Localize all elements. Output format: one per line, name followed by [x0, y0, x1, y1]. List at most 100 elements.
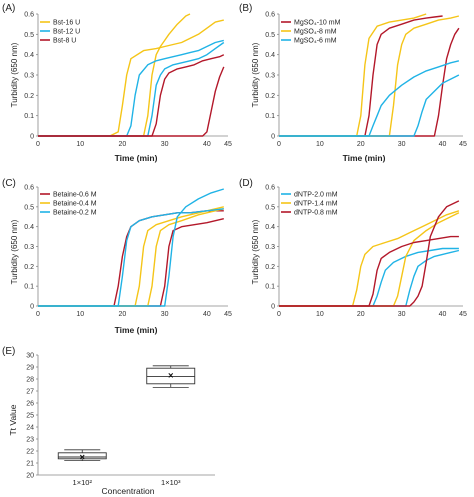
- y-tick-label: 0: [271, 134, 275, 141]
- y-tick-label: 0: [30, 134, 34, 141]
- y-tick-label: 0.1: [24, 284, 34, 291]
- legend-label: dNTP-2.0 mM: [294, 192, 338, 199]
- panel-b-label: (B): [239, 3, 252, 14]
- series-line: [279, 210, 460, 307]
- x-tick-label: 40: [203, 311, 211, 318]
- y-tick-label: 0.3: [24, 73, 34, 80]
- panel-e-ylabel: Tt Value: [8, 404, 18, 435]
- panel-a-plot: 0 0.1 0.2 0.3 0.4 0.5 0.6 0 10 20 30 40 45: [24, 12, 232, 149]
- x-tick-label: 10: [76, 311, 84, 318]
- y-tick-label: 0.5: [24, 204, 34, 211]
- series-line: [279, 15, 460, 137]
- x-tick-label: 45: [459, 141, 467, 148]
- y-tick-label: 0.5: [24, 32, 34, 39]
- panel-b-plot: 0 0.1 0.2 0.3 0.4 0.5 0.6 0 10 20 30 40 45: [265, 12, 467, 149]
- x-tick-label: 20: [357, 311, 365, 318]
- panel-c-legend: Betaine-0.6 M Betaine-0.4 M Betaine-0.2 M: [40, 192, 97, 217]
- series-line: [279, 249, 460, 307]
- y-tick-label: 21: [26, 461, 34, 468]
- y-tick-label: 0.4: [265, 52, 275, 59]
- y-tick-label: 0.1: [265, 113, 275, 120]
- panel-a-ylabel: Turbidity (650 nm): [10, 42, 19, 107]
- panel-d: (D) Turbidity (650 nm) 00.10.20.30.40.50…: [239, 178, 467, 318]
- y-tick-label: 0.3: [265, 244, 275, 251]
- y-tick-label: 29: [26, 365, 34, 372]
- panel-d-legend: dNTP-2.0 mM dNTP-1.4 mM dNTP-0.8 mM: [281, 192, 338, 217]
- panel-c: (C) Turbidity (650 nm) Time (min) 0 0.1 0.…: [2, 178, 232, 335]
- x-tick-label: 20: [357, 141, 365, 148]
- y-tick-label: 26: [26, 401, 34, 408]
- y-tick-label: 0.4: [24, 224, 34, 231]
- box-mean-marker: [168, 373, 174, 378]
- series-line: [279, 235, 459, 307]
- y-tick-label: 0.3: [24, 244, 34, 251]
- x-tick-label: 45: [459, 311, 467, 318]
- panel-b-ylabel: Turbidity (650 nm): [251, 42, 260, 107]
- legend-label: Bst-16 U: [53, 20, 80, 27]
- legend-label: MgSO₄-8 mM: [294, 29, 337, 36]
- x-tick-label: 30: [398, 311, 406, 318]
- panel-b-xlabel: Time (min): [343, 153, 386, 163]
- series-line: [38, 208, 224, 307]
- y-tick-label: 28: [26, 377, 34, 384]
- x-tick-label: 45: [224, 141, 232, 148]
- series-line: [279, 74, 460, 137]
- x-tick-label: 20: [119, 311, 127, 318]
- y-tick-label: 0: [30, 304, 34, 311]
- x-tick-label: 10: [316, 141, 324, 148]
- x-tick-label: 20: [119, 141, 127, 148]
- panel-a-label: (A): [2, 3, 15, 14]
- y-tick-label: 23: [26, 437, 34, 444]
- y-tick-label: 22: [26, 449, 34, 456]
- x-tick-label: 30: [398, 141, 406, 148]
- y-tick-label: 0.4: [265, 224, 275, 231]
- x-tick-label: 45: [224, 311, 232, 318]
- y-tick-label: 0.4: [24, 52, 34, 59]
- legend-label: dNTP-0.8 mM: [294, 210, 338, 217]
- panel-a-xlabel: Time (min): [115, 153, 158, 163]
- x-tick-label: 40: [439, 311, 447, 318]
- x-tick-label: 40: [203, 141, 211, 148]
- panel-c-ylabel: Turbidity (650 nm): [10, 219, 19, 284]
- x-tick-label: 10: [316, 311, 324, 318]
- y-tick-label: 27: [26, 389, 34, 396]
- x-tick-label: 0: [36, 141, 40, 148]
- panel-d-ylabel: Turbidity (650 nm): [251, 219, 260, 284]
- y-tick-label: 0.2: [24, 93, 34, 100]
- panel-c-xlabel: Time (min): [115, 325, 158, 335]
- series-line: [279, 200, 460, 307]
- y-tick-label: 25: [26, 413, 34, 420]
- series-line: [38, 206, 224, 307]
- series-line: [38, 39, 224, 137]
- panel-a-legend: Bst-16 U Bst-12 U Bst-8 U: [40, 20, 80, 45]
- series-line: [38, 208, 224, 307]
- legend-label: MgSO₄-10 mM: [294, 20, 341, 27]
- panel-b-legend: MgSO₄-10 mM MgSO₄-8 mM MgSO₄-6 mM: [281, 20, 341, 45]
- series-line: [279, 27, 460, 137]
- panel-d-label: (D): [239, 178, 253, 189]
- box-body: [57, 452, 107, 460]
- panel-e: (E) Tt Value Concentration 2021222324252…: [2, 346, 215, 496]
- series-line: [279, 15, 443, 137]
- legend-label: Bst-8 U: [53, 38, 76, 45]
- legend-label: Betaine-0.2 M: [53, 210, 97, 217]
- x-tick-label: 1×10²: [73, 478, 93, 487]
- y-tick-label: 0.5: [265, 32, 275, 39]
- y-tick-label: 0.2: [24, 264, 34, 271]
- y-tick-label: 24: [26, 425, 34, 432]
- y-tick-label: 0.2: [265, 264, 275, 271]
- legend-label: dNTP-1.4 mM: [294, 201, 338, 208]
- series-line: [279, 212, 460, 307]
- y-tick-label: 0.5: [265, 204, 275, 211]
- series-line: [38, 218, 224, 307]
- y-tick-label: 0.2: [265, 93, 275, 100]
- y-tick-label: 0.1: [265, 284, 275, 291]
- x-tick-label: 0: [36, 311, 40, 318]
- panel-d-plot: 0 0.1 0.2 0.3 0.4 0.5 0.6 0 10 20 30 40 45: [265, 185, 467, 319]
- series-line: [38, 66, 225, 137]
- panel-e-xlabel: Concentration: [102, 486, 155, 496]
- legend-label: Betaine-0.4 M: [53, 201, 97, 208]
- x-tick-label: 0: [277, 311, 281, 318]
- legend-label: Betaine-0.6 M: [53, 192, 97, 199]
